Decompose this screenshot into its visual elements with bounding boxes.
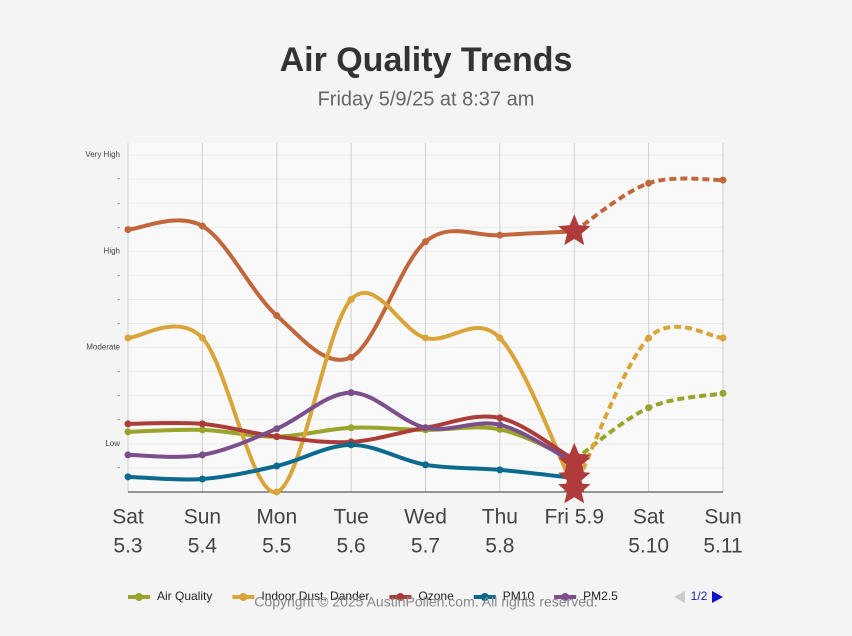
x-tick-label: Sun bbox=[704, 506, 741, 529]
y-tick-label: - bbox=[117, 367, 120, 376]
y-tick-label: - bbox=[117, 174, 120, 183]
point bbox=[719, 176, 727, 184]
legend-page: 1/2 bbox=[691, 589, 708, 603]
point bbox=[645, 404, 653, 412]
point bbox=[422, 334, 429, 342]
current-marker bbox=[558, 461, 591, 492]
legend: Air Quality Indoor Dust, Dander Ozone PM10 P… bbox=[128, 589, 618, 603]
point bbox=[496, 414, 504, 422]
legend-label: Indoor Dust, Dander bbox=[261, 589, 369, 603]
point bbox=[422, 238, 429, 246]
point bbox=[496, 466, 504, 474]
x-tick-label: 5.7 bbox=[411, 535, 440, 558]
legend-dot bbox=[561, 593, 570, 601]
point bbox=[198, 420, 206, 428]
y-tick-label: High bbox=[104, 246, 120, 255]
y-tick-label: - bbox=[117, 463, 120, 472]
point bbox=[124, 428, 132, 436]
point bbox=[347, 441, 355, 449]
point bbox=[422, 424, 429, 432]
forecast-line bbox=[572, 324, 724, 491]
x-tick-label: 5.10 bbox=[628, 535, 669, 558]
legend-dot bbox=[396, 593, 405, 601]
point bbox=[422, 461, 429, 469]
x-tick-label: Sun bbox=[184, 506, 221, 529]
x-tick-label: Sat bbox=[633, 506, 665, 529]
legend-dot bbox=[239, 593, 248, 601]
x-tick-label: 5.3 bbox=[113, 535, 142, 558]
y-tick-label: - bbox=[117, 319, 120, 328]
legend-label: Ozone bbox=[418, 589, 454, 603]
point bbox=[273, 433, 281, 441]
lines bbox=[124, 176, 727, 504]
point bbox=[645, 179, 653, 187]
y-tick-label: - bbox=[117, 270, 120, 279]
y-tick-label: Very High bbox=[85, 150, 120, 159]
x-tick-label: Tue bbox=[333, 506, 368, 529]
point bbox=[347, 424, 355, 432]
x-tick-label: Wed bbox=[404, 506, 447, 529]
legend-dot bbox=[480, 593, 489, 601]
point bbox=[347, 353, 355, 361]
current-marker bbox=[558, 214, 591, 246]
legend-label: Air Quality bbox=[157, 589, 212, 603]
point bbox=[719, 389, 727, 397]
y-tick-label: - bbox=[117, 295, 120, 304]
point bbox=[273, 312, 281, 320]
x-tick-label: 5.11 bbox=[703, 535, 742, 558]
current-marker bbox=[558, 472, 591, 504]
point bbox=[124, 451, 132, 459]
point bbox=[273, 462, 281, 470]
grid: - Low - - - Moderate - - - High - - - Very High Sat 5.3… bbox=[85, 143, 743, 558]
x-tick-label: 5.4 bbox=[188, 535, 218, 558]
point bbox=[124, 420, 132, 428]
chart-subtitle: Friday 5/9/25 at 8:37 am bbox=[318, 88, 535, 110]
y-tick-label: - bbox=[117, 198, 120, 207]
point bbox=[496, 231, 504, 239]
point bbox=[198, 451, 206, 459]
point bbox=[347, 295, 355, 303]
x-tick-label: 5.5 bbox=[262, 535, 291, 558]
x-tick-label: Sat bbox=[112, 506, 144, 529]
point bbox=[198, 426, 206, 434]
point bbox=[124, 473, 132, 481]
point bbox=[496, 421, 504, 429]
point bbox=[496, 334, 504, 342]
chart-title: Air Quality Trends bbox=[280, 41, 573, 79]
point bbox=[347, 389, 355, 397]
y-tick-label: Low bbox=[105, 439, 120, 448]
legend-prev[interactable] bbox=[674, 591, 685, 603]
copyright: Copyright © 2025 AustinPollen.com. All r… bbox=[254, 594, 597, 610]
point bbox=[124, 334, 132, 342]
x-tick-label: Thu bbox=[482, 506, 518, 529]
legend-next[interactable] bbox=[712, 591, 723, 603]
current-marker bbox=[558, 445, 591, 477]
x-tick-label: 5.6 bbox=[337, 535, 366, 558]
point bbox=[198, 475, 206, 483]
point bbox=[273, 425, 281, 433]
x-tick-label: Fri 5.9 bbox=[544, 506, 604, 529]
legend-label: PM2.5 bbox=[583, 589, 618, 603]
point bbox=[124, 226, 132, 234]
point bbox=[645, 334, 653, 342]
y-tick-label: - bbox=[117, 391, 120, 400]
point bbox=[719, 334, 727, 342]
x-tick-label: 5.8 bbox=[485, 535, 514, 558]
point bbox=[198, 222, 206, 230]
x-tick-label: Mon bbox=[256, 506, 297, 529]
legend-dot bbox=[135, 593, 143, 601]
point bbox=[198, 334, 206, 342]
y-tick-label: - bbox=[117, 415, 120, 424]
y-tick-label: Moderate bbox=[86, 343, 120, 352]
point bbox=[273, 488, 281, 496]
legend-label: PM10 bbox=[503, 589, 535, 603]
y-tick-label: - bbox=[117, 222, 120, 231]
